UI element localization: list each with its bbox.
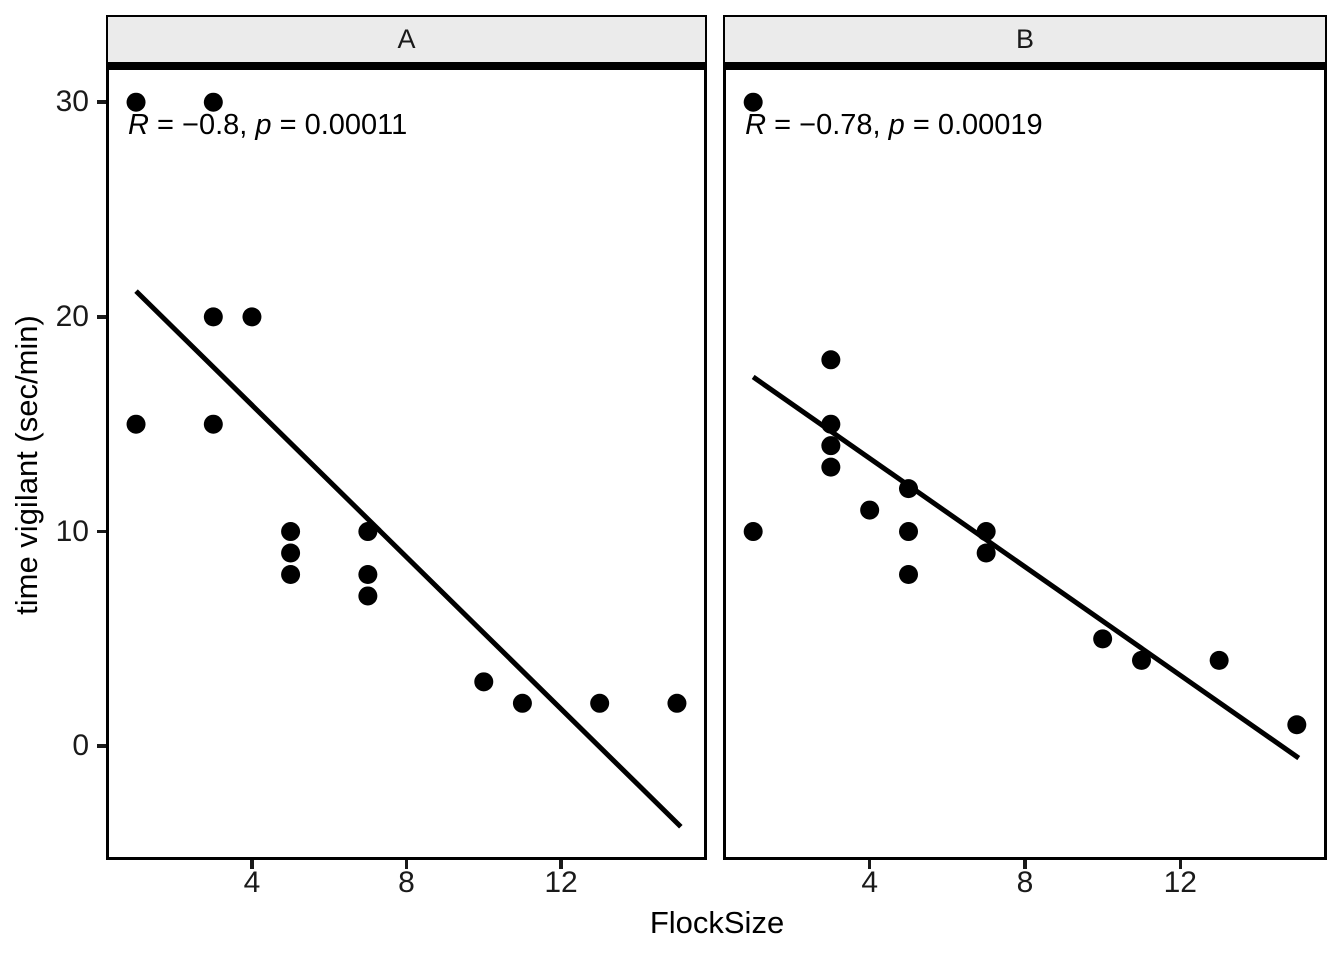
y-tick xyxy=(97,529,106,534)
data-point xyxy=(203,92,223,112)
facet-strip-a: A xyxy=(106,15,707,64)
data-point xyxy=(358,564,378,584)
data-point xyxy=(1287,715,1307,735)
y-tick-label: 20 xyxy=(55,299,89,333)
p-value: = 0.00019 xyxy=(904,109,1043,142)
y-tick xyxy=(97,100,106,104)
x-tick xyxy=(559,860,563,869)
strip-underline-bar-b xyxy=(723,63,1327,70)
data-point xyxy=(126,414,146,434)
data-point xyxy=(821,436,841,456)
data-point xyxy=(821,457,841,477)
y-tick xyxy=(97,744,106,748)
data-point xyxy=(242,307,262,327)
data-point xyxy=(474,672,494,692)
strip-label-a: A xyxy=(397,24,416,54)
data-point xyxy=(281,543,301,563)
correlation-annotation-b: R = −0.78, p = 0.00019 xyxy=(745,108,1043,142)
x-tick xyxy=(1178,860,1183,869)
data-point xyxy=(976,543,996,563)
data-point xyxy=(1209,650,1229,670)
x-tick xyxy=(250,860,254,869)
data-point xyxy=(821,350,841,370)
correlation-annotation-a: R = −0.8, p = 0.00011 xyxy=(128,108,407,142)
data-point xyxy=(358,522,378,542)
r-symbol: R xyxy=(745,109,767,142)
data-point xyxy=(899,479,919,499)
data-point xyxy=(899,564,919,584)
data-point xyxy=(126,92,146,112)
y-tick xyxy=(97,315,106,319)
y-tick-label: 10 xyxy=(55,514,89,548)
y-tick-label: 30 xyxy=(55,85,89,119)
data-point xyxy=(203,414,223,434)
facet-strip-b: B xyxy=(723,15,1327,64)
data-point xyxy=(743,92,763,112)
scatter-plot-b xyxy=(743,92,1307,761)
x-tick xyxy=(404,860,409,869)
x-axis-title: FlockSize xyxy=(649,905,785,940)
trend-line xyxy=(134,289,683,829)
data-point xyxy=(1131,650,1151,670)
facet-panel-a: R = −0.8, p = 0.00011 xyxy=(106,70,707,860)
data-point xyxy=(821,414,841,434)
p-value: = 0.00011 xyxy=(271,109,408,142)
x-tick xyxy=(867,860,872,869)
p-symbol: p xyxy=(255,109,272,142)
scatter-plot-a xyxy=(126,92,687,829)
data-point xyxy=(281,522,301,542)
x-tick-label: 12 xyxy=(1163,866,1197,899)
data-point xyxy=(358,586,378,606)
r-symbol: R xyxy=(128,109,149,142)
data-point xyxy=(976,522,996,542)
data-point xyxy=(203,307,223,327)
x-tick-label: 12 xyxy=(544,866,578,899)
data-point xyxy=(743,522,763,542)
trend-line xyxy=(751,374,1301,761)
data-point xyxy=(512,693,532,713)
strip-label-b: B xyxy=(1015,24,1034,54)
r-value: = −0.78, xyxy=(766,109,889,142)
data-point xyxy=(860,500,880,520)
x-tick-label: 4 xyxy=(861,866,879,899)
strip-underline-bar-a xyxy=(106,63,707,70)
y-tick-label: 0 xyxy=(72,729,89,763)
data-point xyxy=(590,693,610,713)
y-axis-title: time vigilant (sec/min) xyxy=(9,315,44,615)
facet-panel-b: R = −0.78, p = 0.00019 xyxy=(723,70,1327,860)
x-tick-label: 8 xyxy=(398,866,415,899)
data-point xyxy=(281,564,301,584)
data-point xyxy=(899,522,919,542)
p-symbol: p xyxy=(888,109,905,142)
data-point xyxy=(1093,629,1113,649)
x-tick xyxy=(1023,860,1027,869)
x-tick-label: 8 xyxy=(1016,866,1034,899)
data-point xyxy=(667,693,687,713)
r-value: = −0.8, xyxy=(148,109,256,142)
x-tick-label: 4 xyxy=(243,866,261,899)
